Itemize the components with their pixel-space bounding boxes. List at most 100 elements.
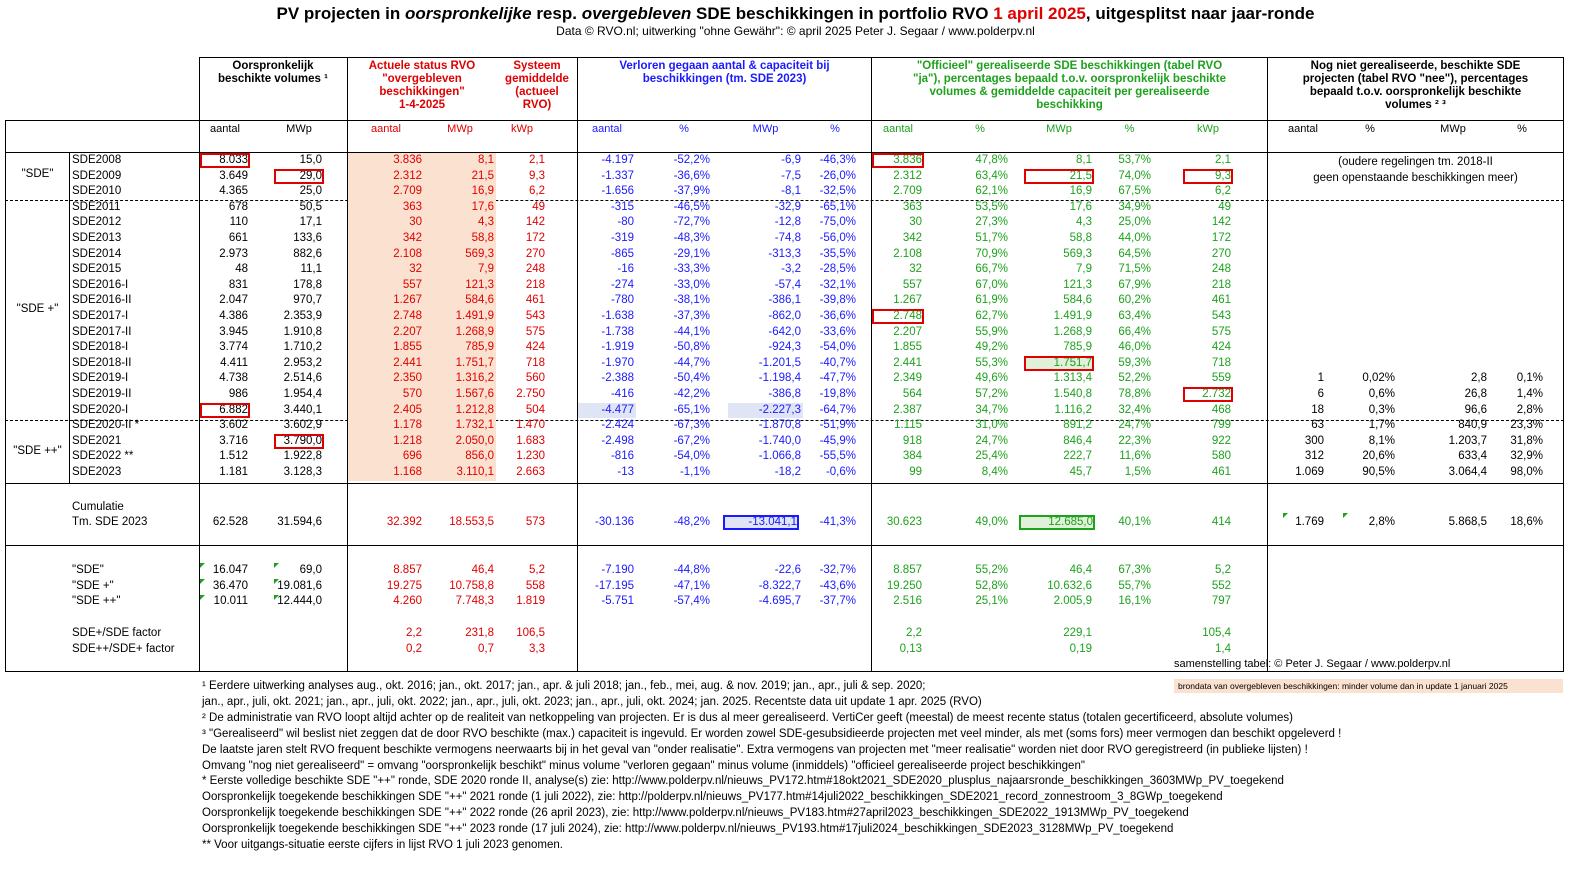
factor-cell: 106,5 bbox=[516, 627, 545, 639]
table-row-cell: 8.033 bbox=[200, 153, 250, 168]
table-row-cell: 2.441 bbox=[348, 355, 424, 372]
cumulatie-cell: 1.769 bbox=[1295, 516, 1324, 528]
col-header: aantal bbox=[592, 123, 622, 135]
table-row-cell: 2.207 bbox=[893, 325, 922, 338]
col-header: aantal bbox=[883, 123, 913, 135]
table-row-cell: 11,1 bbox=[300, 263, 322, 276]
header-systeem: Systeem gemiddelde (actueel RVO) bbox=[505, 60, 569, 111]
cumulatie-sublabel: Tm. SDE 2023 bbox=[72, 516, 148, 528]
table-row-cell: 71,5% bbox=[1118, 263, 1151, 276]
cumulatie-cell: 573 bbox=[525, 516, 545, 528]
header-orig: Oorspronkelijk beschikte volumes ¹ bbox=[218, 60, 328, 85]
table-row-cell: 1.316,2 bbox=[424, 371, 496, 388]
table-row-cell bbox=[1417, 356, 1489, 371]
table-row-cell: 3.602 bbox=[219, 419, 248, 432]
table-row-cell: 831 bbox=[228, 278, 248, 291]
table-row-cell: 1.268,9 bbox=[424, 324, 496, 341]
summary-cell: -5.751 bbox=[601, 595, 634, 608]
table-row-cell: 21,5 bbox=[1024, 168, 1094, 184]
table-row-cell: -386,1 bbox=[768, 294, 801, 307]
factor-cell: 0,13 bbox=[899, 642, 922, 655]
header-nog: Nog niet gerealiseerde, beschikte SDE pr… bbox=[1302, 60, 1529, 111]
table-row-cell: 7,9 bbox=[1076, 263, 1092, 276]
table-row-cell: 25,0 bbox=[299, 185, 322, 198]
table-row-cell: -18,2 bbox=[774, 466, 801, 478]
table-row-cell: 3.110,1 bbox=[424, 465, 496, 481]
row-label: SDE2015 bbox=[72, 263, 122, 276]
row-label: SDE2020-I bbox=[72, 403, 129, 416]
summary-cell: -57,4% bbox=[673, 595, 710, 608]
table-row-cell: 22,3% bbox=[1118, 434, 1151, 447]
table-row-cell: 584,6 bbox=[1063, 294, 1092, 307]
table-row-cell: -33,0% bbox=[673, 278, 710, 291]
table-row-cell: 16,9 bbox=[1069, 185, 1092, 198]
table-row-cell: -33,6% bbox=[819, 325, 856, 338]
footnote: * Eerste volledige beschikte SDE "++" ro… bbox=[202, 775, 1284, 788]
table-frame bbox=[5, 120, 1564, 672]
table-row-cell: 57,2% bbox=[975, 388, 1008, 400]
cumulatie-cell: 18,6% bbox=[1510, 516, 1543, 528]
table-row-cell: 2.663 bbox=[516, 466, 545, 478]
table-row-cell: 2,8 bbox=[1471, 372, 1487, 385]
summary-cell: 4.260 bbox=[393, 595, 422, 608]
summary-cell: -47,1% bbox=[673, 579, 710, 592]
table-row-cell: -54,0% bbox=[673, 450, 710, 463]
table-row-cell: -816 bbox=[610, 450, 634, 463]
table-row-cell: 62,1% bbox=[975, 185, 1008, 198]
summary-cell: -7.190 bbox=[601, 564, 634, 576]
table-row-cell: -55,5% bbox=[819, 450, 856, 463]
factor-cell: 229,1 bbox=[1063, 627, 1092, 639]
comment-marker bbox=[200, 579, 205, 584]
table-row-cell: -642,0 bbox=[768, 325, 801, 338]
row-label: SDE2018-I bbox=[72, 341, 129, 354]
summary-cell: 7.748,3 bbox=[455, 595, 494, 608]
table-row-cell: 24,7% bbox=[1118, 419, 1151, 432]
table-row-cell bbox=[1417, 293, 1489, 308]
cumulatie-cell: -30.136 bbox=[594, 516, 634, 528]
table-row-cell: -2.227,3 bbox=[728, 402, 803, 418]
table-row-cell: 580 bbox=[1211, 450, 1231, 463]
table-row-cell bbox=[1499, 247, 1545, 262]
footnote: ¹ Eerdere uitwerking analyses aug., okt.… bbox=[202, 680, 926, 692]
table-row-cell: 970,7 bbox=[293, 294, 322, 307]
table-row-cell: -1.337 bbox=[601, 169, 634, 182]
table-row-cell: 172 bbox=[525, 232, 545, 244]
table-row-cell: 1.181 bbox=[219, 466, 248, 478]
table-row-cell: 8,1 bbox=[424, 153, 496, 169]
table-row-cell: 32 bbox=[348, 262, 424, 279]
table-row-cell: 0,1% bbox=[1516, 372, 1543, 385]
table-row-cell: 3.602,9 bbox=[283, 419, 322, 432]
table-row-cell: 504 bbox=[525, 403, 545, 416]
summary-cell: 8.857 bbox=[393, 564, 422, 576]
table-row-cell bbox=[1499, 200, 1545, 215]
table-row-cell bbox=[1343, 231, 1397, 246]
table-row-cell: 11,6% bbox=[1119, 450, 1151, 463]
table-row-cell: -36,6% bbox=[819, 310, 856, 322]
cumulatie-cell: 5.868,5 bbox=[1448, 516, 1487, 528]
table-row-cell: 7,9 bbox=[424, 262, 496, 279]
table-row-cell bbox=[1417, 215, 1489, 230]
table-row-cell bbox=[1280, 247, 1326, 262]
table-row-cell: -1.738 bbox=[601, 325, 634, 338]
factor-cell: 0,7 bbox=[478, 642, 494, 655]
table-row-cell: 424 bbox=[1211, 341, 1231, 354]
cumulatie-cell: 30.623 bbox=[886, 516, 922, 528]
table-row-cell: 47,8% bbox=[975, 154, 1008, 166]
cumulatie-cell: 12.685,0 bbox=[1019, 515, 1095, 530]
table-row-cell: 1.954,4 bbox=[283, 388, 322, 400]
table-row-cell bbox=[1343, 309, 1397, 324]
table-row-cell: -35,5% bbox=[819, 247, 856, 260]
table-row-cell: 32,4% bbox=[1118, 403, 1151, 416]
table-row-cell: 342 bbox=[902, 232, 922, 244]
row-label: SDE2019-II bbox=[72, 388, 132, 400]
table-row-cell bbox=[1417, 340, 1489, 355]
table-row-cell: 172 bbox=[1211, 232, 1231, 244]
table-row-cell: -32,1% bbox=[819, 278, 856, 291]
table-row-cell: 2.350 bbox=[348, 371, 424, 388]
table-row-cell: 584,6 bbox=[424, 293, 496, 310]
table-row-cell: -1.970 bbox=[601, 356, 634, 369]
table-row-cell: 799 bbox=[1211, 419, 1231, 432]
cumulatie-cell: 414 bbox=[1211, 516, 1231, 528]
table-row-cell: 918 bbox=[902, 434, 922, 447]
cumulatie-cell: 40,1% bbox=[1118, 516, 1151, 528]
